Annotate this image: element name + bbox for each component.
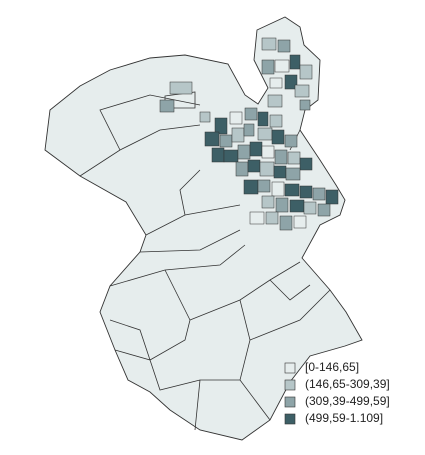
district (303, 201, 317, 215)
legend-label: (309,39-499,59] (305, 394, 390, 408)
district (243, 179, 259, 195)
district (287, 151, 301, 165)
legend-swatch (284, 413, 296, 425)
legend-label: [0-146,65] (305, 360, 359, 374)
district (273, 165, 287, 179)
district (257, 127, 273, 141)
district (261, 59, 275, 75)
district (199, 111, 211, 123)
district (261, 145, 275, 159)
district (243, 123, 255, 137)
district (235, 161, 249, 177)
district (271, 129, 285, 145)
district (261, 195, 275, 209)
district (285, 167, 301, 181)
district (267, 94, 283, 108)
legend-swatch (284, 362, 296, 374)
district (219, 134, 233, 148)
districts (159, 37, 339, 231)
district (237, 144, 251, 160)
district (229, 111, 243, 125)
district (274, 59, 290, 73)
district (159, 99, 175, 113)
district (247, 159, 261, 173)
district (279, 215, 293, 231)
legend-swatch (284, 396, 296, 408)
district (169, 81, 193, 95)
district (269, 114, 283, 128)
district (269, 77, 283, 89)
district (204, 131, 220, 147)
district (284, 74, 298, 90)
district (294, 84, 310, 98)
district (257, 179, 271, 193)
district (214, 117, 228, 135)
district (312, 187, 326, 201)
district (259, 161, 275, 177)
district (257, 111, 269, 127)
legend-label: (499,59-1.109] (305, 411, 383, 425)
district (299, 64, 313, 80)
district (289, 199, 305, 213)
district (274, 149, 288, 165)
region-outline (44, 16, 363, 441)
district (299, 157, 313, 171)
district (284, 183, 300, 197)
district (275, 197, 289, 213)
district (261, 37, 277, 51)
district (325, 189, 339, 205)
district (211, 147, 225, 163)
district (277, 39, 291, 53)
district (244, 107, 258, 121)
district (299, 99, 311, 111)
district (249, 141, 263, 157)
district (293, 215, 307, 229)
legend-label: (146,65-309,39] (305, 377, 390, 391)
district (223, 149, 239, 163)
district (284, 134, 298, 148)
district (265, 211, 279, 225)
district (317, 203, 331, 217)
legend-swatch (284, 379, 296, 391)
district (299, 185, 313, 199)
district (271, 181, 285, 197)
district (231, 127, 245, 143)
district (289, 54, 301, 70)
district (249, 211, 265, 225)
legend: [0-146,65] (146,65-309,39] (309,39-499,59]… (284, 360, 390, 425)
